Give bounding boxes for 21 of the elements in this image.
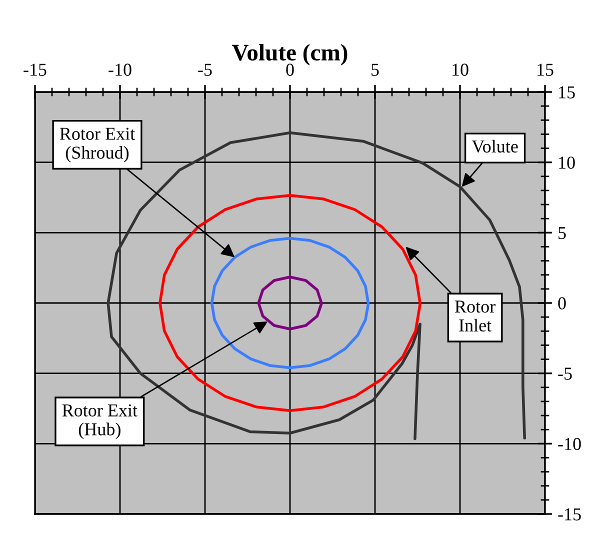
y-tick-label: 0 (558, 297, 566, 310)
line-series (158, 194, 422, 412)
line-series (257, 276, 323, 330)
annotation: Rotor Exit (Shroud) (60, 128, 136, 162)
y-tick-label: 5 (558, 227, 566, 240)
x-tick-label: -15 (24, 64, 46, 76)
x-tick-label: -10 (108, 64, 132, 76)
x-tick-label: 15 (538, 64, 554, 76)
y-tick-label: 15 (559, 86, 575, 98)
annotation: Rotor Inlet (455, 300, 496, 332)
x-tick-label: 10 (452, 64, 468, 76)
y-tick-label: -10 (558, 438, 581, 450)
line-series (210, 236, 370, 370)
x-tick-label: 0 (286, 64, 294, 76)
y-tick-label: -15 (558, 508, 581, 520)
annotation: Rotor Exit (Hub) (62, 404, 138, 440)
y-tick-label: 10 (559, 156, 575, 169)
x-tick-label: -5 (198, 64, 212, 76)
annotation: Volute (472, 140, 518, 153)
y-tick-label: -5 (558, 368, 572, 380)
x-tick-label: 5 (372, 64, 379, 76)
